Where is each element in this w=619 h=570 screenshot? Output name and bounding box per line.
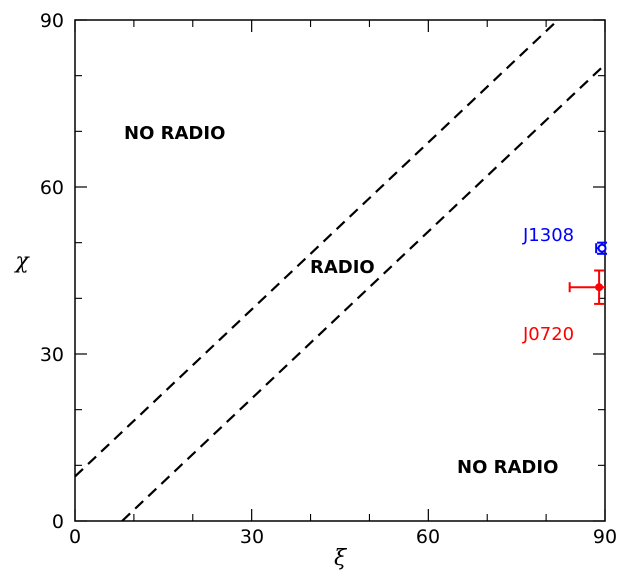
x-tick-label-90: 90 (593, 526, 617, 548)
x-tick-label-30: 30 (240, 526, 264, 548)
point-j0720 (568, 269, 605, 305)
point-label-j0720: J0720 (522, 324, 574, 345)
x-axis-label: ξ (334, 546, 348, 570)
y-tick-label-0: 0 (52, 511, 64, 533)
data-points (568, 241, 608, 305)
ticks (74, 19, 606, 522)
marker-j1308 (597, 243, 607, 253)
marker-j0720 (595, 283, 604, 292)
boundary-line-1 (74, 19, 559, 478)
y-tick-label-90: 90 (40, 10, 64, 32)
x-tick-label-0: 0 (69, 526, 81, 548)
boundary-lines (74, 19, 606, 522)
point-label-j1308: J1308 (522, 225, 574, 246)
boundary-line-2 (121, 63, 606, 522)
point-j1308 (595, 241, 608, 255)
region-label-no-radio-upper: NO RADIO (124, 123, 225, 144)
region-label-no-radio-lower: NO RADIO (457, 457, 558, 478)
plot-frame (74, 19, 606, 522)
y-tick-label-30: 30 (40, 344, 64, 366)
y-axis-label: χ (13, 249, 30, 274)
x-tick-label-60: 60 (416, 526, 440, 548)
y-tick-label-60: 60 (40, 177, 64, 199)
region-label-radio: RADIO (310, 257, 375, 278)
